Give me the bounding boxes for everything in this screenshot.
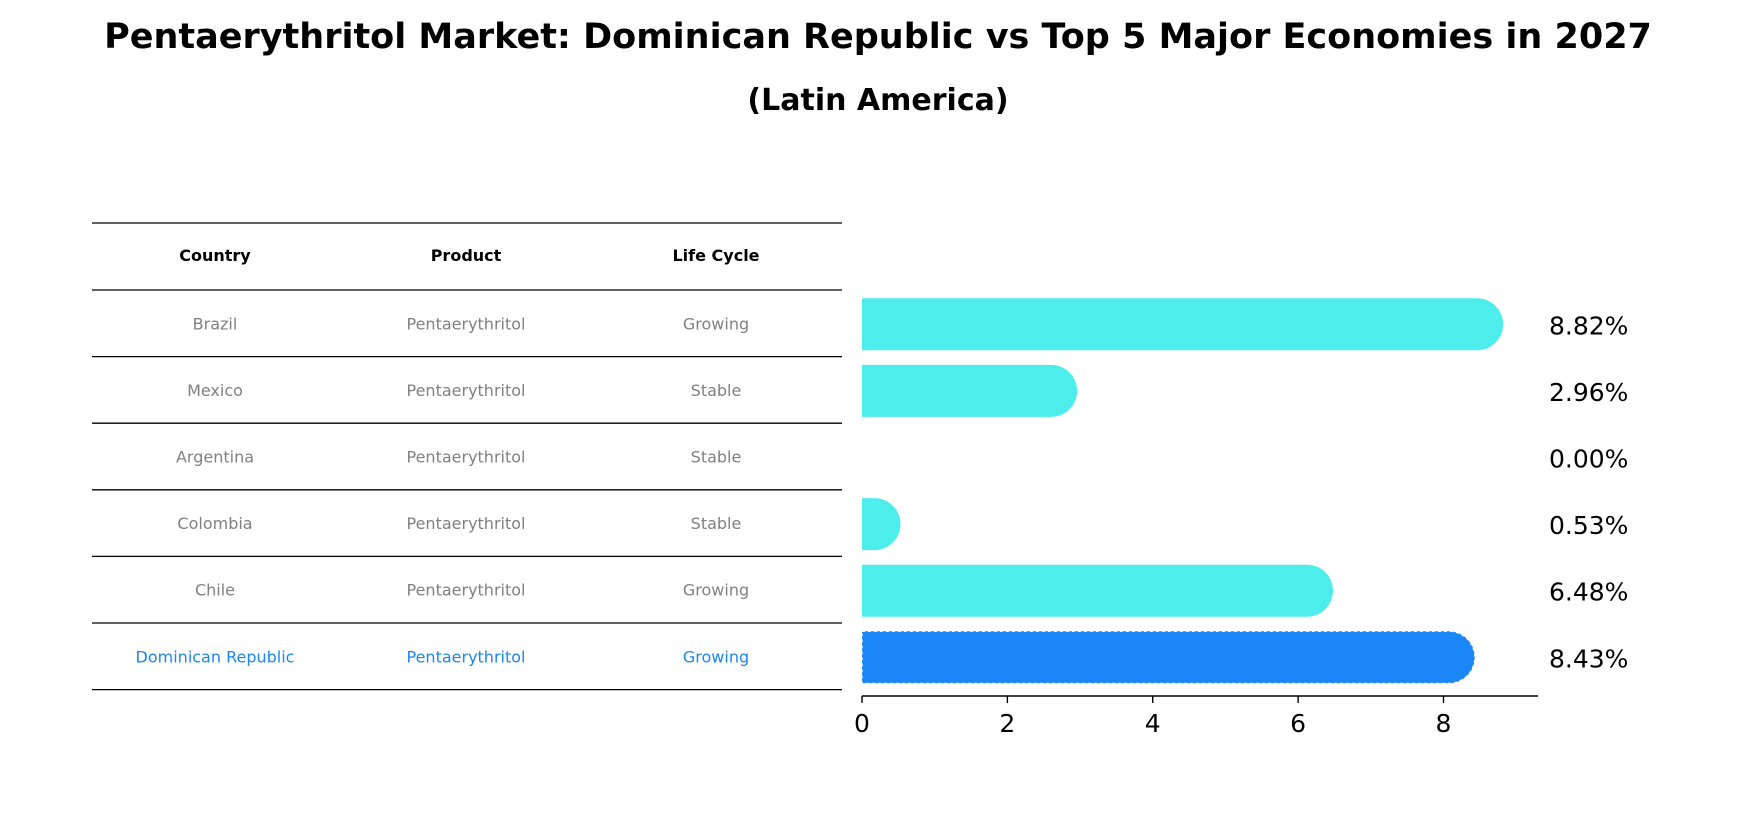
table-cell-life-cycle: Growing — [683, 314, 749, 333]
column-header-country: Country — [179, 246, 251, 265]
table-cell-product: Pentaerythritol — [407, 514, 526, 533]
table-cell-country: Mexico — [187, 381, 243, 400]
data-label: 8.82% — [1549, 311, 1628, 340]
data-label: 6.48% — [1549, 578, 1628, 607]
table-cell-product: Pentaerythritol — [407, 448, 526, 467]
x-tick-label: 4 — [1145, 709, 1161, 738]
table-cell-life-cycle: Growing — [683, 581, 749, 600]
table-cell-country: Brazil — [193, 314, 238, 333]
data-table: Country Product Life Cycle Brazil Pentaeryth… — [92, 222, 842, 691]
column-header-life-cycle: Life Cycle — [672, 246, 759, 265]
bar — [862, 364, 1078, 417]
table-cell-life-cycle: Stable — [691, 381, 742, 400]
bar-highlight — [861, 630, 1476, 684]
chart-title: Pentaerythritol Market: Dominican Republ… — [104, 17, 1652, 57]
table-cell-product: Pentaerythritol — [407, 581, 526, 600]
table-cell-life-cycle: Growing — [683, 647, 749, 666]
x-tick-label: 6 — [1290, 709, 1306, 738]
bar — [862, 564, 1334, 617]
data-label: 2.96% — [1549, 378, 1628, 407]
bar-plot: 8.82% 2.96% 0.00% 0.53% 6.48% 8.43% — [861, 298, 1628, 684]
table-cell-life-cycle: Stable — [691, 448, 742, 467]
table-cell-country: Dominican Republic — [136, 647, 295, 666]
data-label: 0.00% — [1549, 445, 1628, 474]
table-cell-country: Argentina — [176, 448, 254, 467]
x-tick-label: 0 — [854, 709, 870, 738]
table-cell-country: Chile — [195, 581, 235, 600]
column-header-product: Product — [431, 246, 502, 265]
bar — [862, 298, 1504, 351]
table-cell-country: Colombia — [177, 514, 252, 533]
data-label: 0.53% — [1549, 511, 1628, 540]
table-cell-product: Pentaerythritol — [407, 381, 526, 400]
table-cell-life-cycle: Stable — [691, 514, 742, 533]
chart-subtitle: (Latin America) — [747, 83, 1008, 118]
x-axis: 0 2 4 6 8 — [854, 695, 1538, 738]
table-cell-product: Pentaerythritol — [407, 647, 526, 666]
x-tick-label: 8 — [1436, 709, 1452, 738]
x-tick-label: 2 — [999, 709, 1015, 738]
table-cell-product: Pentaerythritol — [407, 314, 526, 333]
data-label: 8.43% — [1549, 644, 1628, 673]
bar — [862, 498, 901, 551]
